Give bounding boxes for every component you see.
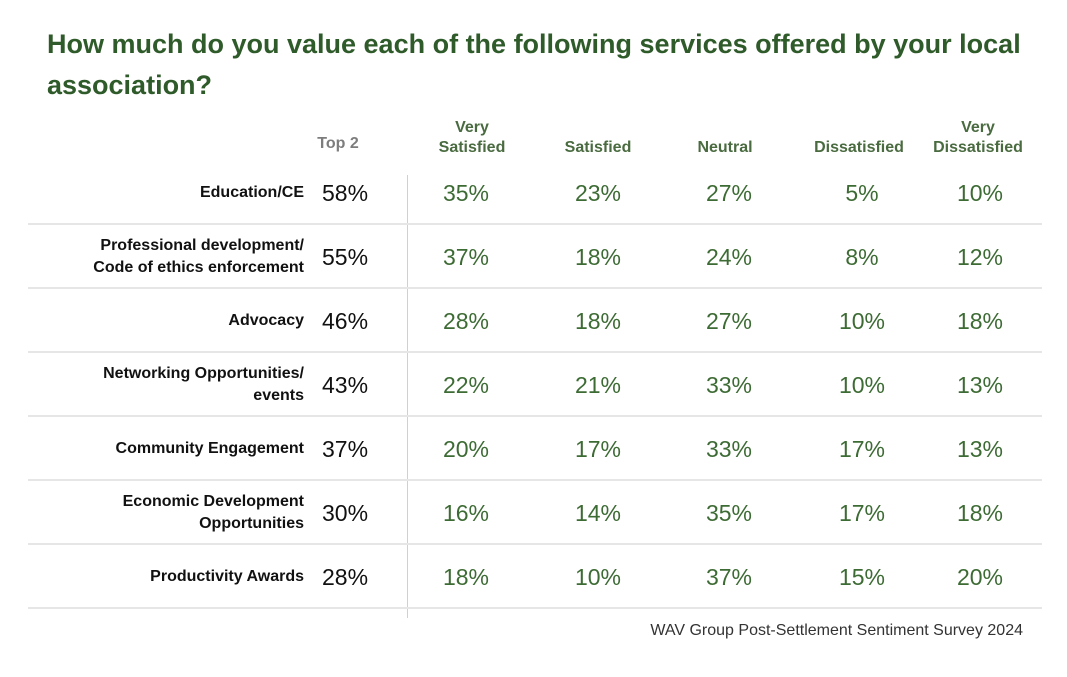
row-separator [28,223,1042,225]
column-header-4: Dissatisfied [814,139,904,156]
value-cell: 14% [574,499,622,526]
table-row: Advocacy 46% 28% 18% 27% 10% 18% [28,289,1042,353]
value-cell: 16% [442,499,490,526]
row-separator [28,415,1042,417]
row-separator [28,287,1042,289]
table-row: Community Engagement 37% 20% 17% 33% 17% 13% [28,417,1042,481]
row-label: Education/CE [199,184,304,201]
row-separator [28,351,1042,353]
column-header-0: Top 2 [317,135,359,152]
row-label: Productivity Awards [150,568,304,585]
row-label: Economic Development Opportunities [122,493,304,532]
top2-value: 30% [322,499,369,526]
column-header-1: Very Satisfied [438,119,506,156]
value-cell: 18% [442,563,490,590]
row-label: Professional development/ Code of ethics… [93,237,304,276]
row-label: Advocacy [228,312,304,329]
value-cell: 12% [956,243,1004,270]
value-cell: 17% [838,499,886,526]
value-cell: 10% [838,371,886,398]
value-cell: 8% [845,243,879,270]
value-cell: 10% [956,179,1004,206]
value-cell: 18% [956,307,1004,334]
column-header-2: Satisfied [564,139,632,156]
chart-title: How much do you value each of the follow… [47,29,1021,100]
value-cell: 15% [838,563,886,590]
value-cell: 17% [838,435,886,462]
column-header-5: Very Dissatisfied [933,119,1023,156]
row-label: Networking Opportunities/ events [103,365,304,404]
top2-value: 43% [322,371,369,398]
value-cell: 20% [956,563,1004,590]
value-cell: 17% [574,435,622,462]
value-cell: 24% [705,243,753,270]
value-cell: 28% [442,307,490,334]
value-cell: 21% [574,371,622,398]
value-cell: 13% [956,435,1004,462]
row-separator [28,479,1042,481]
value-cell: 37% [705,563,753,590]
value-cell: 27% [705,307,753,334]
top2-value: 37% [322,435,369,462]
value-cell: 23% [574,179,622,206]
top2-value: 46% [322,307,369,334]
row-separator [28,607,1042,609]
table-row: Education/CE 58% 35% 23% 27% 5% 10% [28,161,1042,225]
value-cell: 22% [442,371,490,398]
value-cell: 35% [705,499,753,526]
row-separator [28,543,1042,545]
table-row: Economic Development Opportunities 30% 16%… [28,481,1042,545]
top2-divider-line [407,175,408,618]
row-label: Community Engagement [115,440,304,457]
value-cell: 18% [574,307,622,334]
table-row: Productivity Awards 28% 18% 10% 37% 15% 20% [28,545,1042,609]
source-note: WAV Group Post-Settlement Sentiment Surv… [650,622,1023,639]
value-cell: 5% [845,179,879,206]
value-cell: 33% [705,371,753,398]
value-cell: 35% [442,179,490,206]
top2-value: 55% [322,243,369,270]
value-cell: 37% [442,243,490,270]
top2-value: 28% [322,563,369,590]
value-cell: 10% [838,307,886,334]
value-cell: 13% [956,371,1004,398]
value-cell: 27% [705,179,753,206]
table-row: Professional development/ Code of ethics… [28,225,1042,289]
value-cell: 20% [442,435,490,462]
table-row: Networking Opportunities/ events 43% 22% 21… [28,353,1042,417]
value-cell: 33% [705,435,753,462]
column-header-3: Neutral [697,139,753,156]
value-cell: 10% [574,563,622,590]
value-cell: 18% [574,243,622,270]
top2-value: 58% [322,179,369,206]
value-cell: 18% [956,499,1004,526]
